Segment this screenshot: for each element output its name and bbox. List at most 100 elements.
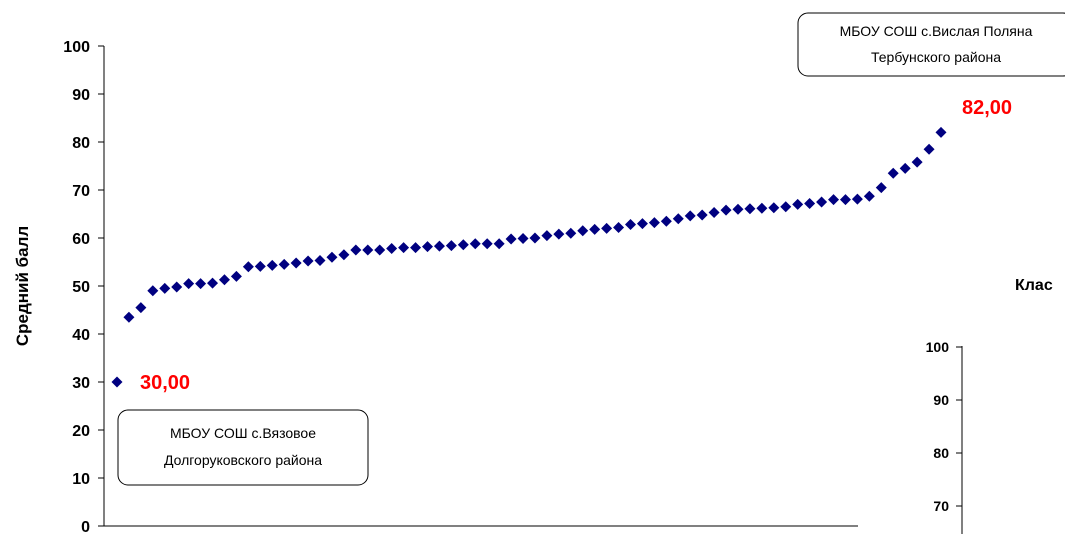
- y-tick-label: 10: [72, 471, 90, 488]
- data-point: [159, 282, 171, 294]
- data-point: [421, 241, 433, 253]
- annotation-min-box: [117, 409, 369, 486]
- data-point: [720, 204, 732, 216]
- data-point: [326, 251, 338, 263]
- second-chart-y-tick-label: 80: [933, 445, 949, 461]
- y-tick-label: 30: [72, 375, 90, 392]
- data-point: [601, 222, 613, 234]
- data-point: [457, 239, 469, 251]
- second-chart-y-tick-label: 100: [926, 339, 950, 355]
- data-point: [254, 260, 266, 272]
- data-point: [935, 126, 947, 138]
- data-point: [338, 249, 350, 261]
- annotation-max-box: [797, 12, 1065, 77]
- data-point: [792, 198, 804, 210]
- data-point: [589, 223, 601, 235]
- annotation-min-line-2: Долгоруковского района: [164, 452, 322, 468]
- data-point: [433, 240, 445, 252]
- data-point: [445, 240, 457, 252]
- data-point: [505, 233, 517, 245]
- data-point: [684, 210, 696, 222]
- y-tick-label: 60: [72, 231, 90, 248]
- data-point: [386, 243, 398, 255]
- data-label-min: 30,00: [140, 372, 190, 394]
- y-tick-label: 90: [72, 87, 90, 104]
- data-points: [111, 126, 947, 388]
- data-point: [553, 228, 565, 240]
- data-point: [266, 259, 278, 271]
- annotation-min: МБОУ СОШ с.Вязовое Долгоруковского район…: [117, 409, 369, 486]
- y-tick-label: 40: [72, 327, 90, 344]
- y-tick-label: 50: [72, 279, 90, 296]
- data-point: [625, 219, 637, 231]
- data-point: [660, 215, 672, 227]
- y-tick-label: 0: [81, 519, 90, 534]
- data-point: [732, 203, 744, 215]
- data-point: [672, 213, 684, 225]
- annotation-max: МБОУ СОШ с.Вислая Поляна Тербунского рай…: [797, 12, 1065, 77]
- data-point: [875, 182, 887, 194]
- second-chart-y-tick-label: 90: [933, 392, 949, 408]
- data-point: [123, 311, 135, 323]
- data-point: [899, 162, 911, 174]
- data-point: [648, 217, 660, 229]
- data-point: [816, 196, 828, 208]
- data-point: [481, 238, 493, 250]
- second-chart-title: Клас: [1015, 277, 1053, 294]
- second-chart-y-ticks: 70 80 90 100: [926, 339, 962, 514]
- data-point: [780, 201, 792, 213]
- second-chart-y-tick-label: 70: [933, 498, 949, 514]
- data-point: [565, 227, 577, 239]
- data-point: [410, 242, 422, 254]
- data-point: [851, 193, 863, 205]
- y-axis-label: Средний балл: [13, 226, 32, 346]
- data-point: [135, 302, 147, 314]
- data-point: [828, 194, 840, 206]
- data-point: [290, 257, 302, 269]
- data-point: [183, 278, 195, 290]
- annotation-max-line-2: Тербунского района: [871, 49, 1001, 65]
- data-point: [923, 143, 935, 155]
- data-point: [696, 209, 708, 221]
- data-point: [171, 281, 183, 293]
- y-axis: 0 10 20 30 40 50 60 70 80 90 100: [63, 39, 105, 534]
- data-point: [398, 242, 410, 254]
- data-point: [577, 225, 589, 237]
- data-point: [768, 202, 780, 214]
- data-point: [493, 238, 505, 250]
- second-chart: Клас 70 80 90 100: [926, 277, 1053, 534]
- annotation-min-line-1: МБОУ СОШ с.Вязовое: [170, 425, 316, 441]
- data-point: [744, 203, 756, 215]
- data-point: [218, 274, 230, 286]
- y-tick-label: 70: [72, 183, 90, 200]
- y-tick-label: 80: [72, 135, 90, 152]
- data-point: [350, 244, 362, 256]
- y-tick-label: 100: [63, 39, 90, 56]
- data-point: [756, 202, 768, 214]
- data-point: [242, 261, 254, 273]
- data-point: [362, 244, 374, 256]
- data-point: [278, 258, 290, 270]
- data-point: [708, 207, 720, 219]
- data-point: [541, 230, 553, 242]
- data-point: [887, 167, 899, 179]
- data-point: [147, 285, 159, 297]
- data-point: [230, 270, 242, 282]
- data-point: [314, 255, 326, 267]
- data-point: [804, 197, 816, 209]
- data-point: [195, 278, 207, 290]
- data-point: [636, 218, 648, 230]
- annotation-max-line-1: МБОУ СОШ с.Вислая Поляна: [840, 23, 1033, 39]
- data-label-max: 82,00: [962, 97, 1012, 119]
- data-point: [911, 156, 923, 168]
- data-point: [517, 232, 529, 244]
- y-ticks: 0 10 20 30 40 50 60 70 80 90 100: [63, 39, 104, 534]
- data-point: [469, 238, 481, 250]
- data-point: [374, 244, 386, 256]
- data-point: [839, 194, 851, 206]
- data-point: [529, 232, 541, 244]
- data-point: [111, 376, 123, 388]
- data-point: [302, 255, 314, 267]
- data-point: [613, 221, 625, 233]
